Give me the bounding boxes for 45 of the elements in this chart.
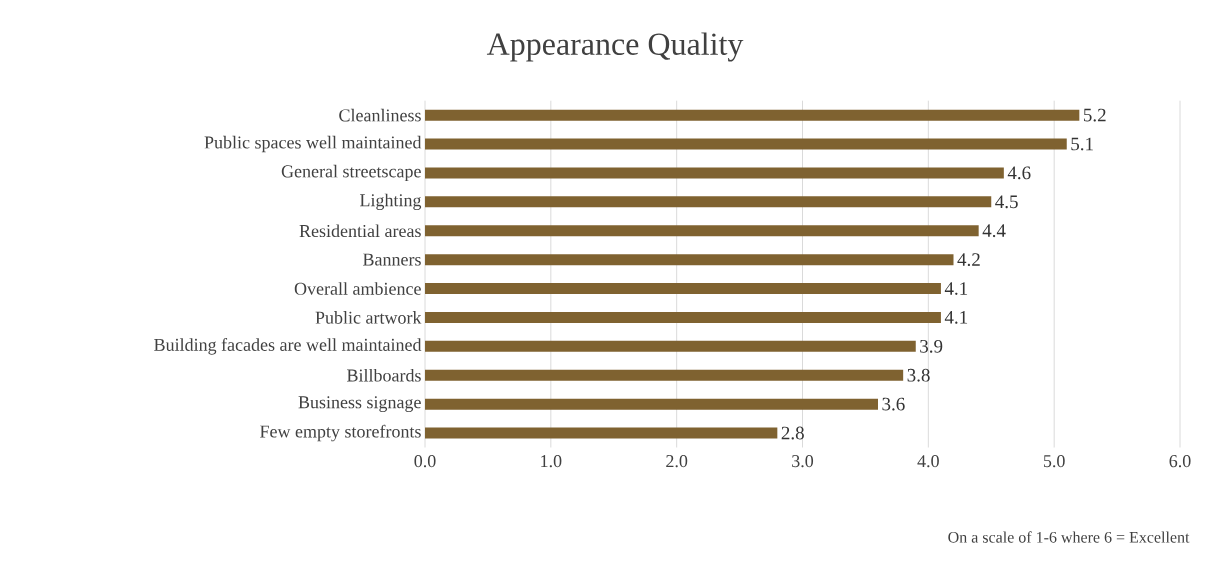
y-tick-label: Public spaces well maintained <box>204 135 422 153</box>
data-label: 5.2 <box>1083 108 1106 122</box>
x-tick-label: 0.0 <box>414 455 436 468</box>
data-label: 3.6 <box>882 397 905 411</box>
bar <box>425 283 941 295</box>
bar <box>425 340 916 352</box>
y-tick-label: Lighting <box>360 193 422 211</box>
data-label: 3.8 <box>907 368 930 382</box>
bar <box>425 138 1067 150</box>
x-tick-label: 3.0 <box>792 455 814 468</box>
data-label: 4.4 <box>982 224 1006 238</box>
y-tick-label: Residential areas <box>299 224 421 238</box>
data-label: 4.5 <box>995 195 1018 209</box>
bar <box>425 196 992 208</box>
data-label: 4.6 <box>1007 166 1031 180</box>
bar <box>425 225 979 237</box>
y-tick-label: Overall ambience <box>294 282 421 295</box>
data-label: 3.9 <box>920 339 943 353</box>
chart-title: Appearance Quality <box>486 32 744 62</box>
y-tick-label: Building facades are well maintained <box>154 338 422 355</box>
y-tick-label: Banners <box>363 253 421 266</box>
text: On a scale of 1-6 where 6 = Excellent <box>948 531 1190 543</box>
x-tick-label: 2.0 <box>666 455 688 468</box>
x-tick-label: 5.0 <box>1043 455 1065 468</box>
bar <box>425 311 941 323</box>
x-tick-label: 6.0 <box>1169 455 1191 468</box>
bar <box>425 398 878 410</box>
bar <box>425 254 954 266</box>
data-label: 4.2 <box>957 253 980 267</box>
x-tick-label: 1.0 <box>541 455 562 468</box>
data-label: 2.8 <box>781 426 804 440</box>
x-tick-label: 4.0 <box>917 455 939 468</box>
data-label: 4.1 <box>944 311 968 324</box>
y-tick-label: Billboards <box>347 368 421 382</box>
bar <box>425 109 1080 121</box>
y-tick-label: Public artwork <box>315 311 422 324</box>
y-tick-label: Business signage <box>298 396 421 413</box>
bar <box>425 167 1004 179</box>
y-tick-label: General streetscape <box>281 164 421 182</box>
bar <box>425 369 904 381</box>
data-label: 4.1 <box>944 282 968 295</box>
bar <box>425 427 778 439</box>
data-label: 5.1 <box>1071 137 1093 151</box>
y-tick-label: Few empty storefronts <box>260 424 421 442</box>
y-tick-label: Cleanliness <box>339 108 421 122</box>
